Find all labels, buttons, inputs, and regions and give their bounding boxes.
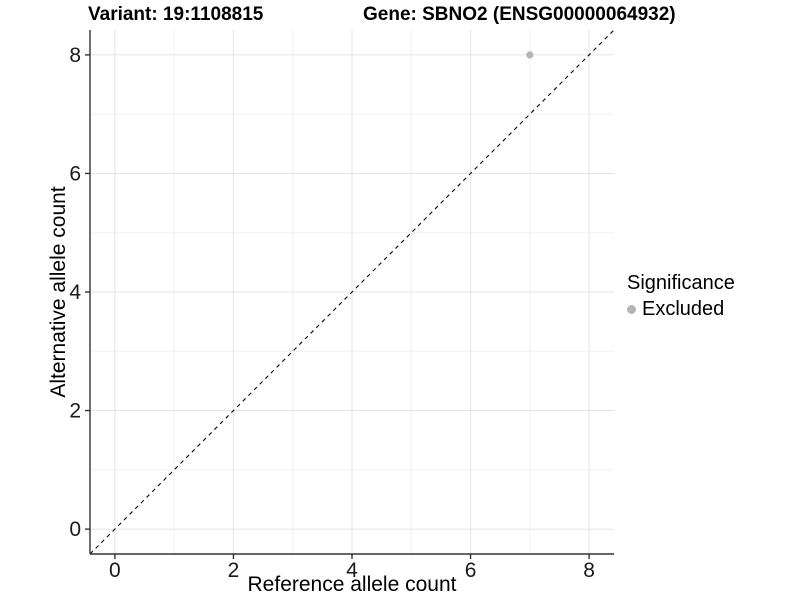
x-tick-label: 2	[228, 559, 240, 582]
x-axis-title: Reference allele count	[247, 573, 457, 596]
y-tick-label: 0	[69, 518, 81, 541]
legend-title: Significance	[627, 272, 735, 294]
y-axis-title: Alternative allele count	[47, 186, 70, 398]
plot-title-gene: Gene: SBNO2 (ENSG00000064932)	[363, 4, 676, 25]
y-tick-label: 8	[69, 44, 81, 67]
y-tick-label: 2	[69, 400, 81, 423]
legend-item-label: Excluded	[642, 298, 725, 320]
x-tick-label: 4	[346, 559, 358, 582]
identity-reference-line	[89, 29, 615, 555]
x-tick-label: 0	[109, 559, 121, 582]
plot-title-variant: Variant: 19:1108815	[88, 4, 264, 25]
legend-item-excluded: Excluded	[627, 298, 735, 321]
data-point	[526, 51, 534, 59]
y-tick-label: 4	[69, 281, 81, 304]
x-tick-label: 6	[465, 559, 477, 582]
y-tick-label: 6	[69, 162, 81, 185]
x-tick-label: 8	[583, 559, 595, 582]
legend: Significance Excluded	[627, 272, 735, 321]
legend-point-icon	[627, 305, 636, 314]
